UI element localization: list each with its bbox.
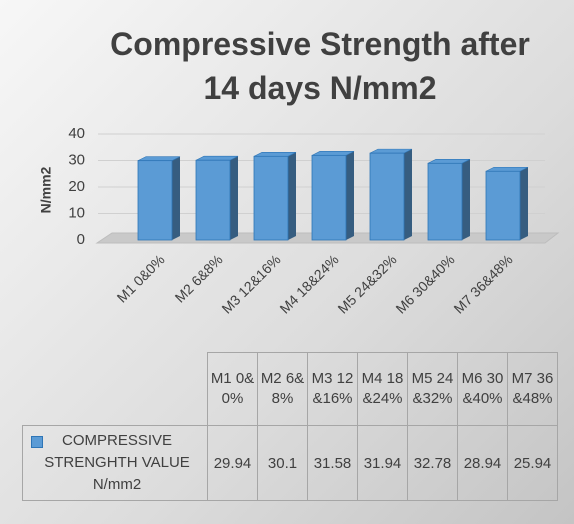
bar-side bbox=[288, 152, 296, 240]
table-header: M5 24&32% bbox=[407, 352, 458, 426]
legend-label: COMPRESSIVE STRENGHTH VALUE N/mm2 bbox=[44, 432, 190, 493]
x-tick-label: M1 0&0% bbox=[114, 251, 168, 305]
y-tick-label: 10 bbox=[68, 204, 85, 221]
y-tick-label: 30 bbox=[68, 151, 85, 168]
y-axis-label: N/mm2 bbox=[38, 166, 54, 213]
x-tick-label: M7 36&48% bbox=[450, 251, 515, 316]
table-data-row: COMPRESSIVE STRENGHTH VALUE N/mm2 29.94 30… bbox=[22, 425, 558, 501]
bar-side bbox=[404, 149, 412, 240]
table-legend-cell: COMPRESSIVE STRENGHTH VALUE N/mm2 bbox=[22, 425, 208, 501]
bar-side bbox=[172, 156, 180, 240]
table-corner bbox=[22, 352, 208, 426]
table-value: 31.94 bbox=[357, 425, 408, 501]
bar-top bbox=[369, 148, 413, 154]
table-value: 32.78 bbox=[407, 425, 458, 501]
bar-top bbox=[253, 152, 297, 157]
bar bbox=[311, 154, 347, 241]
x-tick-label: M6 30&40% bbox=[392, 251, 457, 316]
x-tick-label: M4 18&24% bbox=[276, 251, 341, 316]
x-tick-label: M3 12&16% bbox=[218, 251, 283, 316]
bar bbox=[485, 170, 521, 241]
bar-top bbox=[311, 151, 355, 156]
bar-side-shade bbox=[346, 151, 354, 240]
bar-side bbox=[520, 167, 528, 240]
bar-side bbox=[230, 156, 238, 240]
table-header: M6 30&40% bbox=[457, 352, 508, 426]
table-value: 29.94 bbox=[207, 425, 258, 501]
table-value: 30.1 bbox=[257, 425, 308, 501]
legend-swatch bbox=[31, 436, 43, 448]
table-value: 28.94 bbox=[457, 425, 508, 501]
bar-top bbox=[427, 159, 471, 164]
data-table: M1 0&0% M2 6&8% M3 12&16% M4 18&24% M5 24&32… bbox=[22, 352, 558, 501]
table-header: M4 18&24% bbox=[357, 352, 408, 426]
table-header: M2 6&8% bbox=[257, 352, 308, 426]
bar-top bbox=[137, 156, 181, 161]
bar bbox=[427, 162, 463, 241]
y-tick-label: 0 bbox=[77, 231, 85, 248]
bar-side-shade bbox=[288, 152, 296, 240]
bar-top bbox=[195, 155, 239, 161]
bar-side bbox=[346, 151, 354, 240]
bar-side-shade bbox=[404, 149, 412, 240]
table-header: M1 0&0% bbox=[207, 352, 258, 426]
bar-side-shade bbox=[462, 159, 470, 240]
table-header: M3 12&16% bbox=[307, 352, 358, 426]
bar-side-shade bbox=[172, 156, 180, 240]
bar bbox=[195, 159, 231, 241]
x-tick-label: M2 6&8% bbox=[172, 251, 226, 305]
table-value: 31.58 bbox=[307, 425, 358, 501]
bar bbox=[253, 155, 289, 241]
y-tick-label: 20 bbox=[68, 178, 85, 195]
x-tick-label: M5 24&32% bbox=[334, 251, 399, 316]
bar-side bbox=[462, 159, 470, 240]
bar bbox=[369, 152, 405, 241]
bar-side-shade bbox=[230, 156, 238, 240]
table-header: M7 36&48% bbox=[507, 352, 558, 426]
table-value: 25.94 bbox=[507, 425, 558, 501]
bar-top bbox=[485, 166, 529, 172]
bar bbox=[137, 160, 173, 241]
y-tick-label: 40 bbox=[68, 125, 85, 142]
table-header-row: M1 0&0% M2 6&8% M3 12&16% M4 18&24% M5 24&32… bbox=[22, 352, 558, 426]
bar-side-shade bbox=[520, 167, 528, 240]
chart-title: Compressive Strength after 14 days N/mm2 bbox=[110, 26, 530, 106]
